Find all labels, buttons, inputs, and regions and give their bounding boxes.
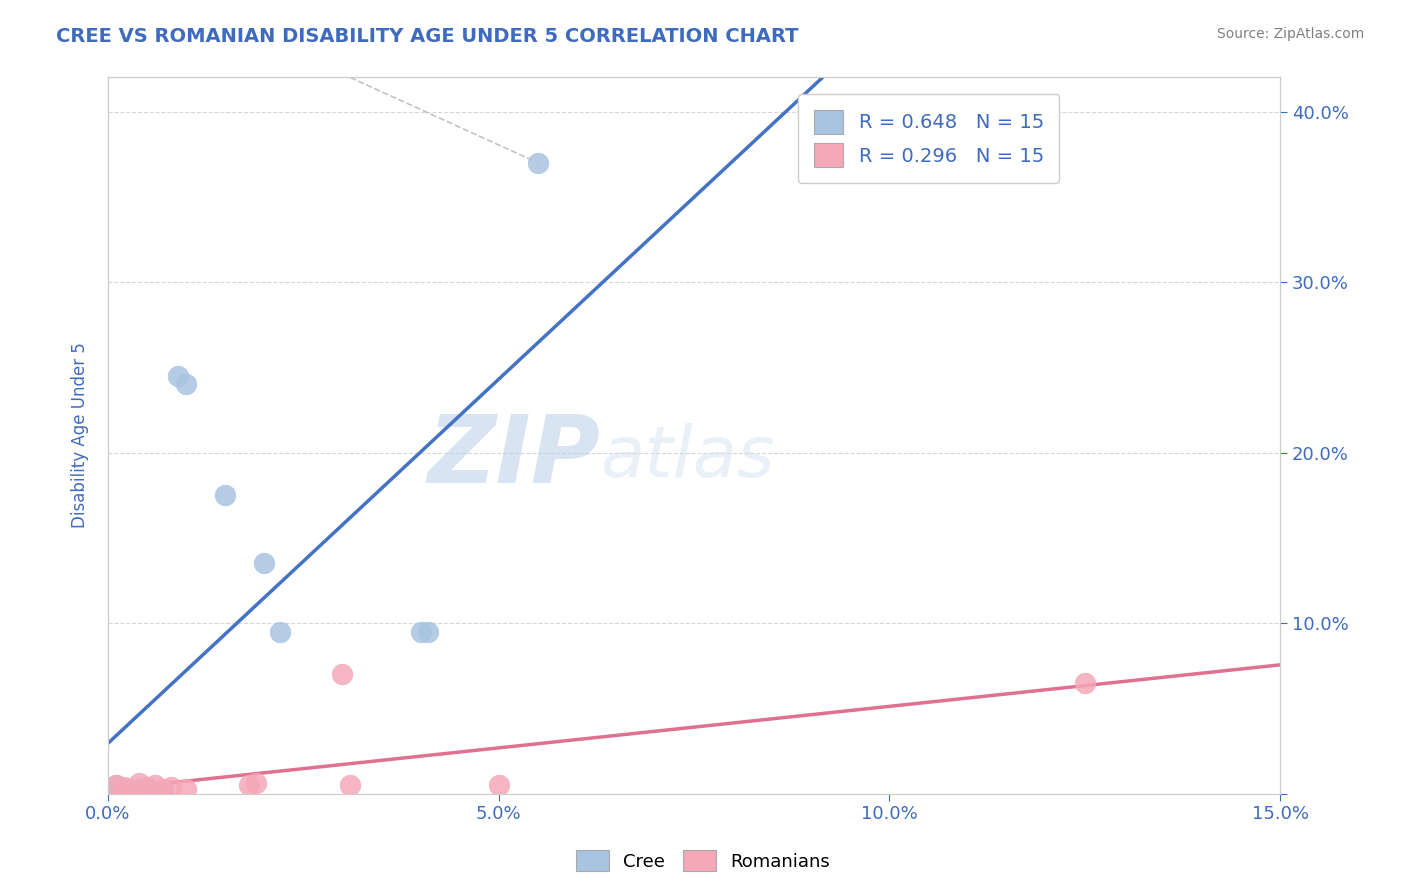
- Point: [136, 780, 159, 794]
- Point: [112, 781, 135, 796]
- Point: [120, 781, 142, 796]
- Legend: Cree, Romanians: Cree, Romanians: [569, 843, 837, 879]
- Point: [418, 624, 440, 639]
- Point: [128, 781, 150, 796]
- Point: [112, 780, 135, 794]
- Point: [269, 624, 291, 639]
- Point: [332, 667, 354, 681]
- Point: [253, 557, 276, 571]
- Point: [152, 781, 174, 796]
- Point: [526, 155, 548, 169]
- Point: [128, 776, 150, 790]
- Point: [143, 778, 166, 792]
- Point: [174, 781, 197, 796]
- Point: [245, 776, 267, 790]
- Text: CREE VS ROMANIAN DISABILITY AGE UNDER 5 CORRELATION CHART: CREE VS ROMANIAN DISABILITY AGE UNDER 5 …: [56, 27, 799, 45]
- Point: [174, 377, 197, 392]
- Point: [488, 778, 510, 792]
- Point: [238, 778, 260, 792]
- Point: [214, 488, 236, 502]
- Point: [167, 368, 190, 383]
- Point: [409, 624, 432, 639]
- Text: ZIP: ZIP: [427, 411, 600, 503]
- Point: [152, 783, 174, 797]
- Text: Source: ZipAtlas.com: Source: ZipAtlas.com: [1216, 27, 1364, 41]
- Point: [120, 783, 142, 797]
- Text: atlas: atlas: [600, 423, 775, 491]
- Point: [159, 780, 181, 794]
- Point: [143, 785, 166, 799]
- Point: [339, 778, 361, 792]
- Legend: R = 0.648   N = 15, R = 0.296   N = 15: R = 0.648 N = 15, R = 0.296 N = 15: [799, 95, 1060, 183]
- Point: [136, 783, 159, 797]
- Point: [104, 778, 127, 792]
- Point: [1074, 676, 1097, 690]
- Point: [104, 778, 127, 792]
- Y-axis label: Disability Age Under 5: Disability Age Under 5: [72, 343, 89, 528]
